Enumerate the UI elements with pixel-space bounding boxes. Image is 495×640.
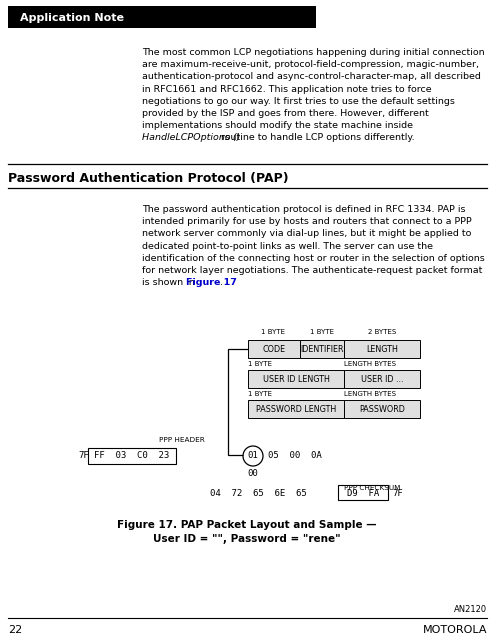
- Text: dedicated point-to-point links as well. The server can use the: dedicated point-to-point links as well. …: [142, 241, 433, 251]
- Text: in RFC1661 and RFC1662. This application note tries to force: in RFC1661 and RFC1662. This application…: [142, 84, 432, 93]
- Text: 1 BYTE: 1 BYTE: [261, 329, 285, 335]
- Text: 1 BYTE: 1 BYTE: [248, 391, 272, 397]
- Text: Application Note: Application Note: [20, 13, 124, 23]
- Text: identification of the connecting host or router in the selection of options: identification of the connecting host or…: [142, 254, 485, 263]
- Text: PASSWORD: PASSWORD: [359, 404, 405, 413]
- Text: intended primarily for use by hosts and routers that connect to a PPP: intended primarily for use by hosts and …: [142, 217, 472, 226]
- Text: 7F: 7F: [392, 488, 403, 497]
- Text: HandleLCPOptions (): HandleLCPOptions (): [142, 133, 241, 142]
- Text: PPP CHECKSUM: PPP CHECKSUM: [344, 485, 400, 491]
- Text: PASSWORD LENGTH: PASSWORD LENGTH: [256, 404, 336, 413]
- FancyBboxPatch shape: [338, 485, 388, 500]
- Text: USER ID ...: USER ID ...: [361, 374, 403, 383]
- Text: are maximum-receive-unit, protocol-field-compression, magic-number,: are maximum-receive-unit, protocol-field…: [142, 60, 479, 69]
- Text: 7F: 7F: [78, 451, 89, 461]
- Text: Figure 17. PAP Packet Layout and Sample —: Figure 17. PAP Packet Layout and Sample …: [117, 520, 377, 530]
- Text: authentication-protocol and async-control-character-map, all described: authentication-protocol and async-contro…: [142, 72, 481, 81]
- Text: MOTOROLA: MOTOROLA: [423, 625, 487, 635]
- Text: negotiations to go our way. It first tries to use the default settings: negotiations to go our way. It first tri…: [142, 97, 455, 106]
- Text: 00: 00: [248, 470, 258, 479]
- Text: The password authentication protocol is defined in RFC 1334. PAP is: The password authentication protocol is …: [142, 205, 465, 214]
- Text: D9  FA: D9 FA: [347, 488, 379, 497]
- Text: Figure 17: Figure 17: [186, 278, 237, 287]
- Text: 04  72  65  6E  65: 04 72 65 6E 65: [210, 488, 307, 497]
- Text: 05  00  0A: 05 00 0A: [268, 451, 322, 461]
- Text: for network layer negotiations. The authenticate-request packet format: for network layer negotiations. The auth…: [142, 266, 482, 275]
- Text: The most common LCP negotiations happening during initial connection: The most common LCP negotiations happeni…: [142, 48, 485, 57]
- FancyBboxPatch shape: [8, 6, 316, 28]
- Text: is shown in: is shown in: [142, 278, 198, 287]
- FancyBboxPatch shape: [88, 448, 176, 464]
- FancyBboxPatch shape: [344, 370, 420, 388]
- Text: network server commonly via dial-up lines, but it might be applied to: network server commonly via dial-up line…: [142, 229, 471, 238]
- Text: AN2120: AN2120: [454, 605, 487, 614]
- Text: 22: 22: [8, 625, 22, 635]
- FancyBboxPatch shape: [344, 400, 420, 418]
- Text: CODE: CODE: [262, 344, 286, 353]
- Text: .: .: [220, 278, 223, 287]
- Text: USER ID LENGTH: USER ID LENGTH: [262, 374, 330, 383]
- Text: provided by the ISP and goes from there. However, different: provided by the ISP and goes from there.…: [142, 109, 429, 118]
- Text: 2 BYTES: 2 BYTES: [368, 329, 396, 335]
- FancyBboxPatch shape: [248, 370, 344, 388]
- Text: LENGTH BYTES: LENGTH BYTES: [344, 361, 396, 367]
- Text: routine to handle LCP options differently.: routine to handle LCP options differentl…: [218, 133, 415, 142]
- Text: implementations should modify the state machine inside: implementations should modify the state …: [142, 121, 413, 130]
- FancyBboxPatch shape: [300, 340, 344, 358]
- FancyBboxPatch shape: [248, 340, 300, 358]
- Text: LENGTH: LENGTH: [366, 344, 398, 353]
- Text: 01: 01: [248, 451, 258, 461]
- FancyBboxPatch shape: [344, 340, 420, 358]
- Text: FF  03  C0  23: FF 03 C0 23: [95, 451, 170, 461]
- FancyBboxPatch shape: [248, 400, 344, 418]
- Text: LENGTH BYTES: LENGTH BYTES: [344, 391, 396, 397]
- Text: User ID = "", Password = "rene": User ID = "", Password = "rene": [153, 534, 341, 544]
- Text: PPP HEADER: PPP HEADER: [159, 437, 205, 443]
- Text: IDENTIFIER: IDENTIFIER: [300, 344, 344, 353]
- Text: 1 BYTE: 1 BYTE: [310, 329, 334, 335]
- Text: Password Authentication Protocol (PAP): Password Authentication Protocol (PAP): [8, 172, 289, 185]
- Text: 1 BYTE: 1 BYTE: [248, 361, 272, 367]
